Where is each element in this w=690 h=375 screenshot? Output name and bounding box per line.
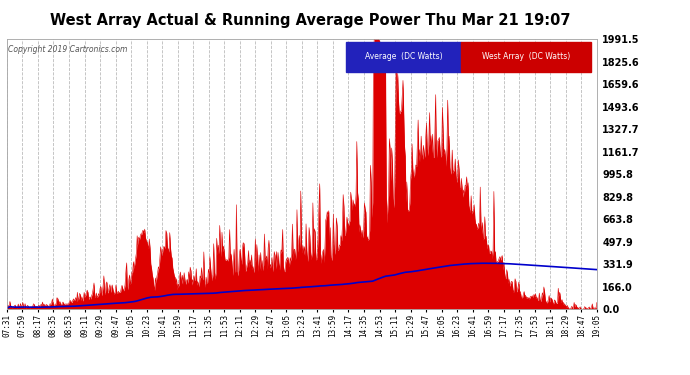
Text: West Array Actual & Running Average Power Thu Mar 21 19:07: West Array Actual & Running Average Powe… [50,13,571,28]
Text: Average  (DC Watts): Average (DC Watts) [365,53,442,62]
Text: Copyright 2019 Cartronics.com: Copyright 2019 Cartronics.com [8,45,128,54]
FancyBboxPatch shape [346,42,461,72]
FancyBboxPatch shape [461,42,591,72]
Text: West Array  (DC Watts): West Array (DC Watts) [482,53,570,62]
